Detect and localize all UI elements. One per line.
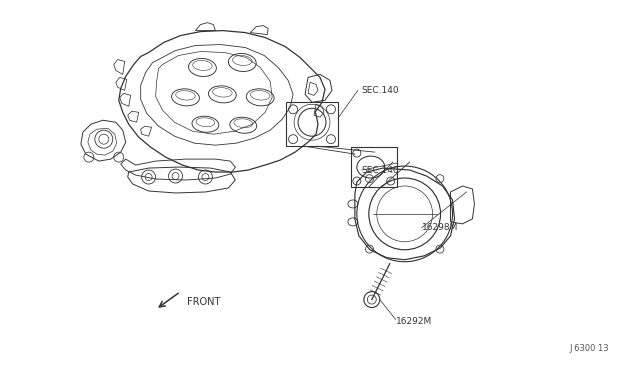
Text: 16298M: 16298M bbox=[422, 223, 458, 232]
Text: FRONT: FRONT bbox=[186, 296, 220, 307]
Text: SEC.140: SEC.140 bbox=[362, 166, 399, 174]
Text: SEC.140: SEC.140 bbox=[362, 86, 399, 95]
Text: J 6300 13: J 6300 13 bbox=[570, 344, 609, 353]
Text: 16292M: 16292M bbox=[396, 317, 432, 326]
